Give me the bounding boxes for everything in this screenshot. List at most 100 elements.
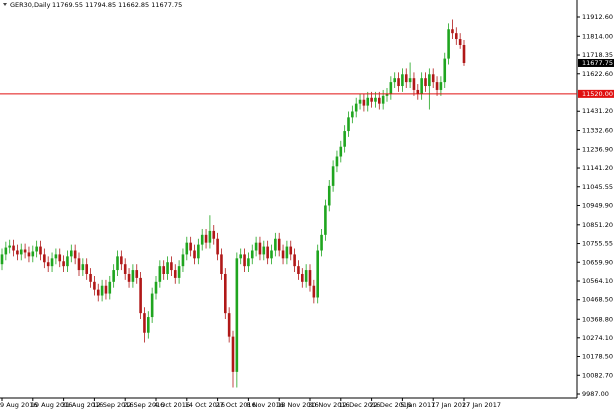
level-label-box <box>578 89 614 98</box>
candle-body <box>247 258 250 267</box>
candle-body <box>70 250 73 257</box>
candle-body <box>143 313 146 333</box>
chart-title: GER30,Daily <box>10 1 51 9</box>
candle-body <box>127 273 131 282</box>
candle-body <box>327 185 331 206</box>
candle-body <box>351 111 354 118</box>
y-tick-label: 9987.00 <box>582 390 609 398</box>
candle-body <box>185 242 189 255</box>
y-tick-label: 11622.60 <box>582 70 613 78</box>
x-tick-label: 12 Sep 2016 <box>92 401 133 409</box>
candle-body <box>312 285 316 298</box>
candle-body <box>254 242 258 251</box>
candle-body <box>73 250 77 259</box>
candle-body <box>104 285 108 294</box>
candle-body <box>235 258 239 372</box>
x-tick-label: 31 Aug 2016 <box>62 401 104 409</box>
candle-body <box>289 246 293 255</box>
candle-body <box>431 74 435 83</box>
candle-body <box>243 254 246 267</box>
y-tick-label: 10851.20 <box>582 221 613 229</box>
candle-body <box>93 281 96 290</box>
candle-body <box>120 256 123 265</box>
y-tick-label: 10178.50 <box>582 353 613 361</box>
candle-body <box>281 250 285 259</box>
y-tick-label: 11814.00 <box>582 32 613 40</box>
candle-body <box>27 252 31 257</box>
candle-body <box>397 78 400 87</box>
candle-body <box>177 266 181 278</box>
candle-body <box>216 238 219 255</box>
price-marker-box <box>578 58 614 67</box>
candle-body <box>404 74 408 83</box>
candle-body <box>31 251 35 257</box>
candle-body <box>362 99 366 106</box>
y-tick-label: 11236.90 <box>582 145 613 153</box>
candle-body <box>96 289 100 296</box>
candle-body <box>147 317 150 333</box>
candle-body <box>270 250 273 259</box>
candle-body <box>335 156 339 167</box>
candle-body <box>4 247 8 255</box>
candle-body <box>197 244 200 259</box>
candle-body <box>35 246 38 252</box>
candle-body <box>231 336 235 372</box>
candle-body <box>116 256 119 271</box>
candle-body <box>378 97 381 104</box>
candle-body <box>274 238 277 251</box>
candle-body <box>381 95 385 104</box>
candle-body <box>139 277 142 314</box>
candle-body <box>435 82 439 90</box>
candle-body <box>420 78 423 94</box>
y-tick-label: 10755.55 <box>582 240 613 248</box>
candle-body <box>227 313 231 337</box>
candle-body <box>266 246 269 259</box>
candle-body <box>181 254 185 267</box>
candle-body <box>324 205 327 235</box>
candle-body <box>250 250 254 259</box>
candle-body <box>443 58 447 83</box>
candle-body <box>154 281 158 294</box>
candle-body <box>193 250 196 259</box>
candle-body <box>374 97 377 102</box>
candle-body <box>285 246 289 259</box>
candle-body <box>100 285 104 296</box>
y-tick-label: 10468.50 <box>582 296 613 304</box>
candle-body <box>19 249 23 255</box>
candle-body <box>339 146 343 157</box>
candle-body <box>85 264 88 274</box>
candle-body <box>50 258 54 267</box>
candle-body <box>58 254 62 262</box>
y-tick-label: 10659.90 <box>582 258 613 266</box>
candle-body <box>0 254 4 265</box>
y-tick-label: 10274.10 <box>582 334 613 342</box>
candle-body <box>343 131 346 147</box>
candle-body <box>54 254 58 259</box>
candle-body <box>416 89 420 94</box>
x-tick-label: 8 Nov 2016 <box>246 401 284 409</box>
candle-body <box>358 99 362 104</box>
header-icon <box>3 3 7 6</box>
candle-body <box>81 264 85 271</box>
x-tick-label: 22 Sep 2016 <box>123 401 164 409</box>
candle-body <box>304 270 308 282</box>
candle-body <box>16 250 19 255</box>
candle-body <box>212 230 216 239</box>
candle-body <box>301 273 304 282</box>
x-tick-label: 12 Dec 2016 <box>339 401 381 409</box>
candle-body <box>89 273 92 282</box>
candle-body <box>66 256 69 267</box>
candle-body <box>220 254 223 274</box>
x-tick-label: 27 Oct 2016 <box>216 401 256 409</box>
candle-body <box>158 266 162 282</box>
y-tick-label: 10368.80 <box>582 315 613 323</box>
x-tick-label: 5 Jan 2017 <box>400 401 435 409</box>
candle-body <box>170 262 173 271</box>
candle-body <box>23 249 27 253</box>
candle-body <box>447 29 450 59</box>
candle-body <box>131 270 135 282</box>
x-tick-label: 14 Oct 2016 <box>185 401 225 409</box>
candle-body <box>12 245 15 251</box>
candle-body <box>123 264 127 274</box>
